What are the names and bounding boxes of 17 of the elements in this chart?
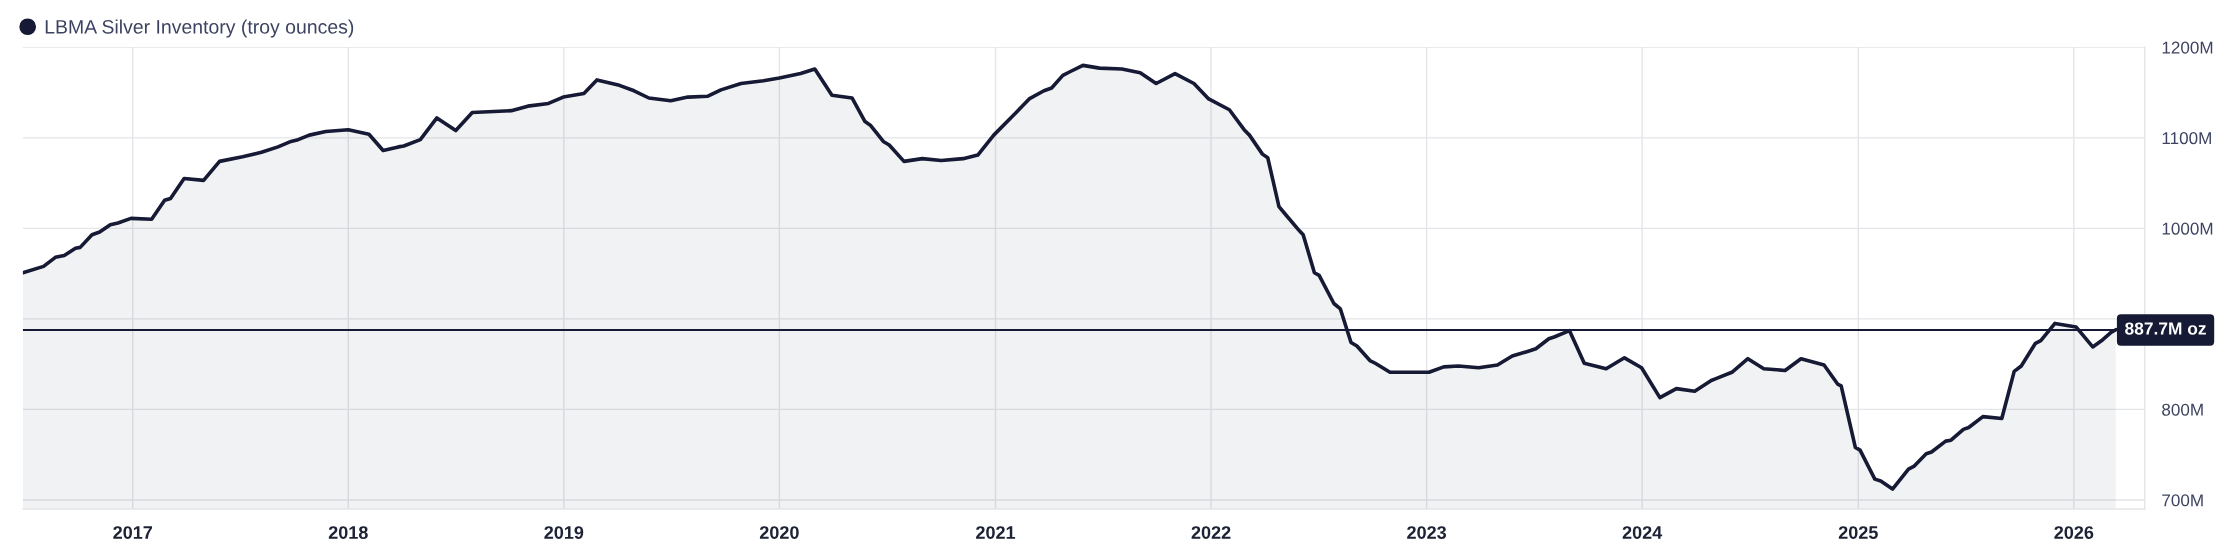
y-tick-label: 1100M: [2162, 132, 2211, 145]
x-tick-label: 2020: [759, 526, 799, 539]
x-tick-label: 2022: [1191, 526, 1231, 539]
x-tick-label: 2019: [544, 526, 584, 539]
x-tick-label: 2023: [1407, 526, 1447, 539]
x-tick-label: 2018: [328, 526, 368, 539]
y-tick-label: 1000M: [2162, 222, 2213, 235]
legend-label: LBMA Silver Inventory (troy ounces): [45, 19, 354, 38]
ref-line-label: 887.7M oz: [2125, 322, 2206, 335]
x-tick-label: 2017: [113, 526, 153, 539]
x-tick-label: 2021: [976, 526, 1016, 539]
y-tick-label: 800M: [2162, 403, 2203, 416]
x-tick-label: 2025: [1838, 526, 1878, 539]
y-tick-label: 1200M: [2162, 41, 2213, 54]
y-tick-label: 700M: [2162, 494, 2203, 507]
x-tick-label: 2026: [2054, 526, 2094, 539]
x-tick-label: 2024: [1622, 526, 1663, 539]
